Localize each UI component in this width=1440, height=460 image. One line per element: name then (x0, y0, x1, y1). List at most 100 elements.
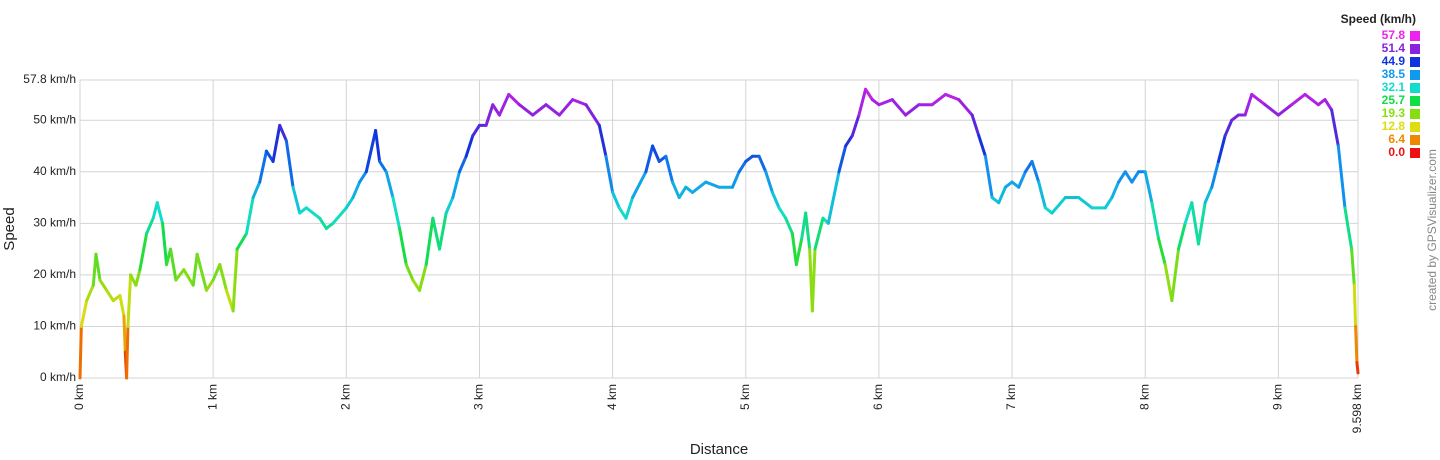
legend-label: 12.8 (1382, 119, 1406, 133)
speed-segment (1323, 98, 1334, 112)
speed-segment (1110, 180, 1121, 200)
speed-segment (877, 98, 894, 107)
x-tick-label: 1 km (205, 384, 219, 410)
credit: created by GPSVisualizer.com (1425, 149, 1439, 311)
speed-segment (418, 263, 428, 292)
speed-segment (497, 92, 511, 117)
speed-segment (1196, 201, 1207, 246)
speed-segment (770, 190, 781, 210)
speed-segment (384, 170, 395, 200)
speed-segment (1276, 103, 1294, 117)
speed-segment (358, 170, 368, 184)
speed-segment (304, 206, 322, 220)
speed-segment (844, 134, 854, 148)
speed-segment (597, 123, 608, 158)
speed-segment (1183, 201, 1194, 225)
x-tick-label: 5 km (738, 384, 752, 410)
speed-segment (804, 211, 812, 251)
legend-label: 32.1 (1382, 80, 1406, 94)
legend-swatch (1410, 83, 1420, 93)
legend-label: 0.0 (1388, 145, 1405, 159)
speed-segment (777, 206, 788, 220)
speed-segment (258, 149, 268, 184)
speed-segment (271, 123, 282, 163)
speed-segment (134, 268, 142, 287)
speed-segment (331, 206, 348, 225)
speed-segment (730, 170, 741, 189)
speed-segment (1330, 108, 1340, 148)
legend-label: 38.5 (1382, 67, 1406, 81)
legend-label: 44.9 (1382, 54, 1406, 68)
speed-segment (611, 190, 621, 210)
speed-segment (1037, 180, 1047, 210)
legend-swatch (1410, 109, 1420, 119)
speed-segment (790, 232, 798, 267)
y-tick-label: 40 km/h (33, 164, 76, 178)
speed-segment (284, 139, 295, 189)
legend-swatch (1410, 57, 1420, 67)
speed-segment (890, 98, 908, 117)
speed-segment (810, 247, 817, 313)
speed-segment (218, 263, 228, 292)
speed-segment (471, 123, 481, 138)
speed-segment (464, 134, 475, 158)
legend-label: 57.8 (1382, 28, 1406, 42)
speed-segment (1343, 206, 1354, 251)
speed-segment (1077, 196, 1094, 210)
speed-segment (584, 103, 601, 127)
x-tick-label: 7 km (1004, 384, 1018, 410)
speed-segment (813, 216, 825, 251)
speed-segment (517, 103, 535, 117)
legend-swatch (1410, 44, 1420, 54)
speed-segment (98, 278, 109, 292)
speed-segment (904, 103, 921, 117)
speed-segment (244, 196, 255, 236)
x-tick-label: 2 km (338, 384, 352, 410)
speed-segment (457, 154, 468, 174)
speed-segment (571, 98, 588, 107)
legend-swatch (1410, 31, 1420, 41)
speed-segment (424, 216, 435, 267)
x-tick-label: 6 km (871, 384, 885, 410)
speed-segment (79, 299, 89, 328)
speed-segment (1163, 263, 1174, 303)
speed-segment (1150, 201, 1161, 241)
speed-segment (943, 92, 961, 102)
speed-segment (704, 180, 721, 189)
speed-segment (1157, 237, 1167, 267)
speed-segment (1350, 247, 1356, 287)
speed-segment (398, 226, 408, 267)
speed-segment (1123, 170, 1134, 184)
legend-title: Speed (km/h) (1341, 12, 1416, 26)
speed-segment (644, 144, 655, 174)
y-axis-title: Speed (1, 207, 18, 250)
speed-segment (977, 134, 987, 158)
speed-segment (78, 324, 83, 380)
speed-segment (826, 170, 841, 225)
speed-segment (1250, 92, 1267, 107)
speed-segment (404, 263, 415, 282)
speed-segment (1023, 159, 1034, 174)
y-tick-label: 50 km/h (33, 112, 76, 126)
speed-segment (251, 180, 262, 200)
x-tick-label: 0 km (72, 384, 86, 410)
x-tick-label: 3 km (472, 384, 486, 410)
speed-segment (930, 92, 947, 107)
speed-segment (1203, 185, 1214, 205)
speed-segment (94, 252, 102, 282)
y-tick-label: 10 km/h (33, 319, 76, 333)
speed-segment (1216, 134, 1227, 163)
speed-segment (531, 103, 548, 117)
legend-swatch (1410, 96, 1420, 106)
speed-segment (507, 92, 521, 107)
speed-segment (1290, 92, 1307, 107)
x-tick-label: 9 km (1271, 384, 1285, 410)
speed-segment (970, 113, 981, 138)
legend-label: 19.3 (1382, 106, 1406, 120)
legend-swatch (1410, 135, 1420, 145)
speed-segment (1223, 118, 1234, 138)
legend-swatch (1410, 122, 1420, 132)
plot-frame (79, 79, 1359, 379)
speed-segment (118, 294, 126, 318)
